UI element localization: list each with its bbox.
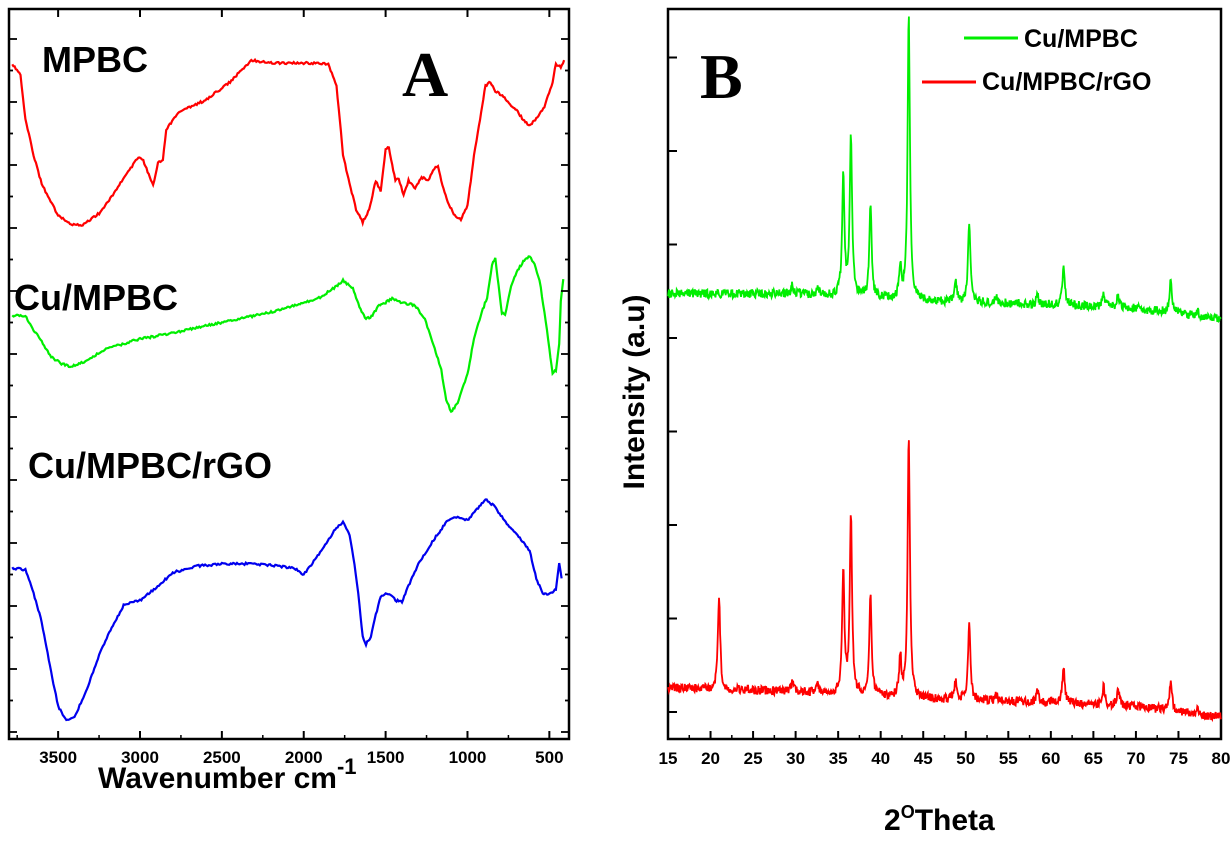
x-tick-label: 1000	[449, 748, 487, 767]
legend-label-cu-mpbc: Cu/MPBC	[1024, 25, 1138, 53]
x-tick-label: 50	[956, 749, 975, 768]
ftir-plot-frame	[9, 9, 569, 739]
x-tick-label: 70	[1126, 749, 1145, 768]
x-tick-label: 65	[1084, 749, 1103, 768]
x-tick-label: 500	[535, 748, 563, 767]
x-tick-label: 1500	[367, 748, 405, 767]
label-mpbc: MPBC	[42, 39, 148, 80]
x-tick-label: 55	[999, 749, 1018, 768]
xrd-ticks: 15 20 25 30 35 40 45 50 55 60 65 70 75 80	[659, 58, 1231, 769]
xrd-x-axis-title: 2OTheta	[884, 802, 995, 837]
panel-letter-a: A	[402, 39, 448, 110]
x-tick-label: 75	[1169, 749, 1188, 768]
xrd-series-group	[668, 17, 1221, 721]
xrd-line-cu-mpbc	[668, 17, 1221, 322]
label-cu-mpbc-rgo: Cu/MPBC/rGO	[28, 445, 272, 486]
x-tick-label: 30	[786, 749, 805, 768]
xrd-panel: 15 20 25 30 35 40 45 50 55 60 65 70 75 80 B Cu/MPBC C…	[618, 9, 1230, 837]
x-tick-label: 35	[829, 749, 848, 768]
x-tick-label: 25	[744, 749, 763, 768]
x-tick-label: 60	[1041, 749, 1060, 768]
x-tick-label: 3500	[39, 748, 77, 767]
x-tick-label: 80	[1212, 749, 1231, 768]
label-cu-mpbc: Cu/MPBC	[14, 277, 178, 318]
xrd-line-cu-mpbc-rgo	[668, 440, 1221, 720]
panel-letter-b: B	[700, 41, 743, 112]
legend-label-cu-mpbc-rgo: Cu/MPBC/rGO	[982, 68, 1151, 96]
ftir-ticks: 3500 3000 2500 2000 1500 1000 500	[9, 9, 569, 767]
x-tick-label: 20	[701, 749, 720, 768]
series-line-cu-mpbc-rgo	[12, 500, 561, 721]
series-line-mpbc	[12, 60, 564, 226]
ftir-series-group	[12, 60, 564, 720]
x-tick-label: 40	[871, 749, 890, 768]
xrd-y-axis-title: Intensity (a.u)	[618, 294, 651, 489]
xrd-plot-frame	[668, 9, 1221, 739]
x-tick-label: 15	[659, 749, 678, 768]
ftir-panel: 3500 3000 2500 2000 1500 1000 500 A MPBC Cu/MP…	[9, 9, 569, 795]
x-tick-label: 45	[914, 749, 933, 768]
